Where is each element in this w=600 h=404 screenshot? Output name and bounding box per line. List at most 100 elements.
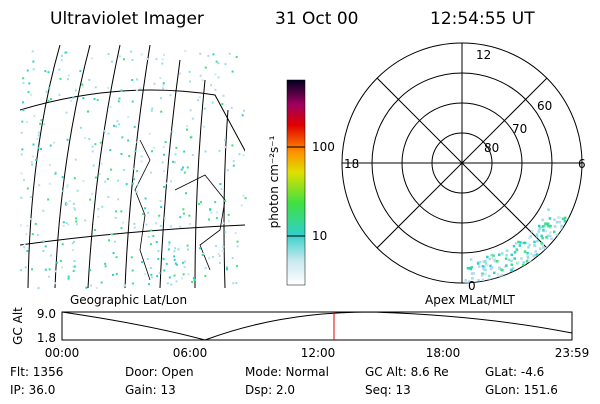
dot <box>162 146 165 149</box>
dot <box>110 232 113 235</box>
dot <box>489 264 492 268</box>
dot <box>111 273 114 276</box>
dot <box>83 136 86 139</box>
dot <box>481 272 484 276</box>
dot <box>88 78 91 81</box>
dot <box>204 267 207 270</box>
dot <box>22 178 25 181</box>
dot <box>477 278 480 282</box>
dot <box>170 180 173 183</box>
dot <box>113 124 116 127</box>
dot <box>71 249 74 252</box>
dot <box>65 202 68 205</box>
dot <box>232 160 235 163</box>
dot <box>135 190 138 193</box>
dot <box>214 201 217 204</box>
label: Apex MLat/MLT <box>425 293 515 307</box>
info-field: Door: Open <box>125 365 194 379</box>
dot <box>66 185 69 188</box>
dot <box>91 150 94 153</box>
dot <box>136 141 139 144</box>
dot <box>110 60 113 63</box>
dot <box>39 148 42 151</box>
dot <box>500 273 504 277</box>
x-tick-label: 00:00 <box>45 346 80 360</box>
date: 31 Oct 00 <box>275 9 358 29</box>
dot <box>92 164 95 167</box>
dot <box>186 166 189 169</box>
dot <box>224 63 227 66</box>
info-field: Gain: 13 <box>125 383 176 397</box>
dot <box>130 50 133 53</box>
dot <box>32 68 35 71</box>
dot <box>498 267 501 270</box>
dot <box>32 60 35 63</box>
dot <box>66 138 69 141</box>
dot <box>553 218 556 221</box>
dot <box>36 137 39 140</box>
dot <box>30 160 33 163</box>
dot <box>99 141 102 144</box>
dot <box>529 235 532 238</box>
dot <box>59 77 62 80</box>
dot <box>226 169 229 172</box>
dot <box>94 86 97 89</box>
dot <box>48 268 51 271</box>
dot <box>464 279 468 282</box>
dot <box>482 260 486 263</box>
dot <box>25 233 28 236</box>
dot <box>66 78 69 81</box>
dot <box>147 235 150 238</box>
dot <box>44 245 47 248</box>
dot <box>533 240 536 244</box>
dot <box>469 258 473 261</box>
dot <box>182 273 185 276</box>
dot <box>94 228 97 231</box>
dot <box>24 266 27 269</box>
dot <box>109 105 112 108</box>
info-field: Mode: Normal <box>245 365 329 379</box>
dot <box>121 136 124 139</box>
dot <box>72 202 75 205</box>
dot <box>39 122 42 125</box>
dot <box>215 60 218 63</box>
dot <box>182 212 185 215</box>
dot <box>490 257 494 260</box>
dot <box>201 79 204 82</box>
dot <box>118 55 121 58</box>
dot <box>62 221 65 224</box>
dot <box>548 217 552 220</box>
dot <box>20 196 23 199</box>
dot <box>204 274 207 277</box>
dot <box>177 248 180 251</box>
dot <box>530 230 534 233</box>
dot <box>174 262 177 265</box>
dot <box>212 53 215 56</box>
dot <box>158 272 161 275</box>
dot <box>31 268 34 271</box>
dot <box>110 168 113 171</box>
dot <box>241 114 244 117</box>
dot <box>526 256 530 260</box>
dot <box>162 53 165 56</box>
dot <box>65 111 68 114</box>
dot <box>547 208 550 211</box>
dot <box>173 255 176 258</box>
dot <box>120 210 123 213</box>
dot <box>538 226 542 229</box>
dot <box>210 84 213 87</box>
dot <box>60 54 63 57</box>
info: Flt: 1356 Door: Open Mode: Normal GC Alt: 8… <box>10 365 558 397</box>
dot <box>493 258 496 262</box>
dot <box>107 52 110 55</box>
dot <box>181 261 184 264</box>
dot <box>188 214 191 217</box>
dot <box>115 125 118 128</box>
colorbar-tick: 10 <box>312 229 327 243</box>
dot <box>470 272 474 275</box>
colorbar-label: photon cm⁻²s⁻¹ <box>267 135 281 228</box>
dot <box>67 277 70 280</box>
dot <box>549 231 552 234</box>
dot <box>168 276 171 279</box>
dot <box>161 161 164 164</box>
